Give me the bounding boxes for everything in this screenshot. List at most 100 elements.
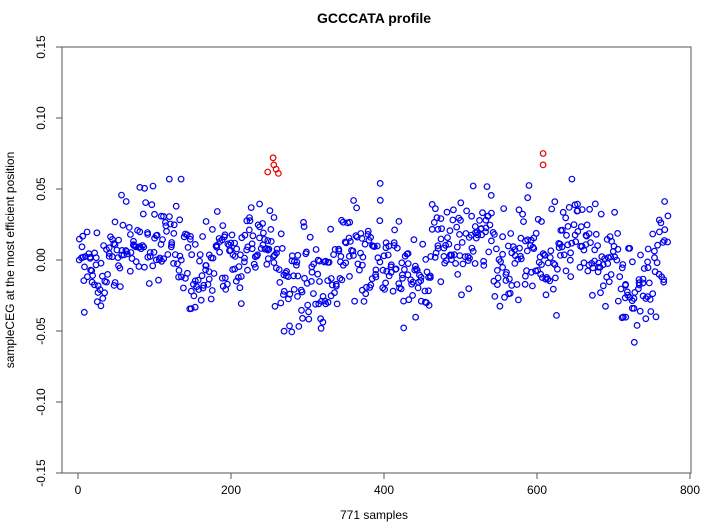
sample-point (175, 267, 183, 274)
sample-point (577, 223, 585, 231)
sample-point (541, 251, 548, 259)
sample-point (409, 292, 417, 299)
sample-point (517, 255, 525, 263)
sample-point (372, 273, 380, 281)
sample-point (601, 255, 609, 263)
sample-point (196, 251, 204, 259)
sample-point (273, 249, 280, 257)
sample-point (140, 243, 148, 251)
sample-point (290, 286, 298, 293)
sample-point (145, 280, 153, 287)
sample-point (619, 313, 627, 321)
y-tick-label: 0.10 (34, 106, 48, 130)
sample-point (153, 231, 161, 239)
sample-point (468, 244, 476, 252)
sample-point (199, 233, 207, 240)
y-tick-label: -0.05 (34, 317, 48, 345)
sample-point (359, 253, 367, 261)
sample-point (327, 225, 335, 233)
sample-point (644, 258, 651, 266)
sample-point (177, 273, 185, 281)
data-points-layer (75, 150, 672, 346)
sample-point (644, 245, 652, 253)
sample-point (431, 253, 439, 261)
outlier-point (539, 150, 547, 157)
sample-point (453, 243, 461, 251)
sample-point (249, 232, 257, 240)
sample-point (401, 266, 408, 273)
sample-point (295, 323, 303, 330)
sample-point (656, 228, 663, 236)
sample-point (231, 239, 239, 247)
sample-point (331, 245, 339, 253)
sample-point (653, 259, 661, 267)
sample-point (660, 276, 668, 284)
sample-point (491, 293, 499, 300)
sample-point (156, 254, 164, 262)
sample-point (499, 264, 507, 271)
sample-point (336, 275, 344, 282)
sample-point (379, 284, 387, 292)
sample-point (456, 230, 463, 238)
sample-point (390, 239, 398, 247)
sample-point (578, 242, 586, 250)
sample-point (644, 264, 652, 272)
sample-point (276, 279, 284, 286)
chart-title: GCCCATA profile (317, 10, 431, 26)
sample-point (585, 230, 593, 238)
sample-point (649, 290, 657, 298)
sample-point (202, 262, 210, 269)
sample-point (151, 210, 158, 218)
sample-point (335, 247, 343, 255)
sample-point (376, 179, 384, 187)
sample-point (246, 217, 254, 225)
sample-point (639, 275, 647, 283)
sample-point (519, 210, 526, 218)
sample-point (97, 259, 105, 267)
sample-point (397, 285, 405, 293)
sample-point (499, 250, 507, 258)
sample-point (100, 242, 107, 250)
sample-point (224, 240, 232, 248)
sample-point (191, 240, 199, 248)
sample-point (317, 324, 325, 332)
sample-point (187, 232, 194, 240)
sample-point (94, 282, 102, 290)
sample-point (140, 263, 148, 271)
sample-point (587, 239, 594, 247)
sample-point (591, 200, 599, 208)
sample-point (157, 212, 165, 220)
sample-point (327, 292, 335, 300)
y-tick-label: -0.10 (34, 388, 48, 416)
sample-point (550, 260, 557, 267)
sample-point (260, 229, 267, 237)
sample-point (304, 301, 312, 309)
sample-point (442, 241, 450, 249)
sample-point (564, 241, 572, 249)
sample-point (379, 266, 387, 274)
sample-point (485, 248, 493, 256)
sample-point (466, 254, 473, 262)
sample-point (622, 281, 629, 288)
sample-point (213, 208, 221, 215)
sample-point (103, 278, 110, 286)
sample-point (187, 305, 195, 313)
sample-point (321, 297, 329, 305)
sample-point (233, 245, 241, 253)
sample-point (488, 209, 495, 217)
sample-point (572, 238, 580, 246)
sample-point (474, 231, 482, 239)
sample-point (280, 327, 288, 335)
sample-point (497, 258, 505, 266)
sample-point (558, 243, 566, 251)
sample-point (516, 244, 523, 252)
sample-point (637, 251, 644, 259)
sample-point (480, 262, 488, 269)
sample-point (166, 220, 174, 228)
sample-point (532, 229, 540, 237)
sample-point (105, 252, 113, 260)
sample-point (476, 216, 483, 224)
sample-point (661, 198, 668, 205)
sample-point (108, 235, 116, 243)
sample-point (170, 260, 177, 267)
